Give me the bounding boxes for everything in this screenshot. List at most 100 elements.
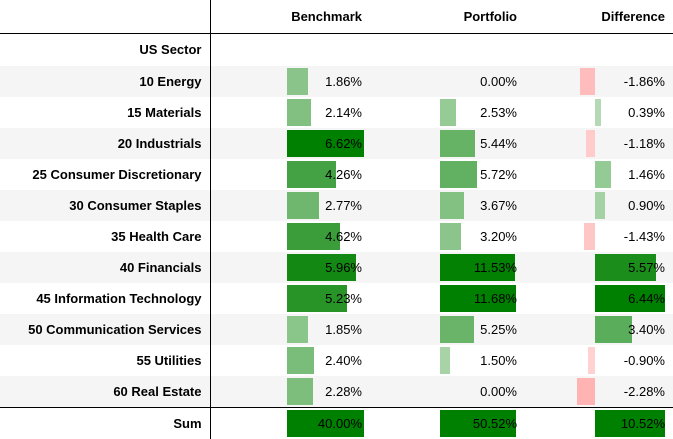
portfolio-cell: 3.20% bbox=[370, 221, 525, 252]
table-row: 20 Industrials 6.62% 5.44% -1.18% bbox=[0, 128, 673, 159]
benchmark-cell: 2.40% bbox=[210, 345, 370, 376]
table-row: 35 Health Care 4.62% 3.20% -1.43% bbox=[0, 221, 673, 252]
portfolio-cell: 5.44% bbox=[370, 128, 525, 159]
benchmark-cell: 5.23% bbox=[210, 283, 370, 314]
portfolio-value: 5.44% bbox=[480, 136, 517, 151]
sector-label: 15 Materials bbox=[0, 97, 211, 128]
sector-label: 10 Energy bbox=[0, 66, 211, 97]
benchmark-value: 40.00% bbox=[317, 415, 362, 431]
benchmark-cell: 2.14% bbox=[210, 97, 370, 128]
difference-value: 0.90% bbox=[628, 198, 665, 213]
difference-cell: 3.40% bbox=[525, 314, 673, 345]
table-row: 60 Real Estate 2.28% 0.00% -2.28% bbox=[0, 376, 673, 407]
positive-bar bbox=[595, 192, 605, 219]
header-portfolio: Portfolio bbox=[370, 0, 525, 34]
difference-value: -1.43% bbox=[623, 229, 665, 244]
positive-bar bbox=[440, 409, 516, 437]
positive-bar bbox=[286, 192, 319, 219]
portfolio-value: 11.68% bbox=[473, 291, 517, 306]
benchmark-value: 2.28% bbox=[325, 383, 362, 399]
difference-value: 0.39% bbox=[628, 105, 665, 120]
header-benchmark: Benchmark bbox=[210, 0, 370, 34]
benchmark-value: 2.40% bbox=[325, 353, 362, 368]
portfolio-value: 11.53% bbox=[473, 260, 517, 275]
sum-row: Sum 40.00% 50.52% 10.52% bbox=[0, 406, 673, 439]
difference-value: 1.46% bbox=[628, 167, 665, 182]
benchmark-cell: 2.28% bbox=[210, 376, 370, 407]
positive-bar bbox=[286, 378, 314, 405]
difference-cell: 0.39% bbox=[525, 97, 673, 128]
difference-value: 10.52% bbox=[620, 415, 665, 431]
positive-bar bbox=[440, 347, 450, 374]
negative-bar bbox=[583, 223, 595, 250]
portfolio-value: 5.72% bbox=[480, 167, 517, 182]
positive-bar bbox=[440, 130, 476, 157]
positive-bar bbox=[595, 99, 601, 126]
portfolio-cell: 0.00% bbox=[370, 66, 525, 97]
benchmark-cell: 2.77% bbox=[210, 190, 370, 221]
portfolio-cell: 2.53% bbox=[370, 97, 525, 128]
positive-bar bbox=[440, 285, 516, 312]
portfolio-cell: 50.52% bbox=[370, 406, 525, 439]
difference-value: -1.86% bbox=[623, 74, 665, 89]
table-row: 50 Communication Services 1.85% 5.25% 3.40% bbox=[0, 314, 673, 345]
portfolio-value: 0.00% bbox=[480, 74, 517, 89]
portfolio-cell: 5.72% bbox=[370, 159, 525, 190]
portfolio-value: 5.25% bbox=[480, 322, 517, 337]
benchmark-cell: 1.85% bbox=[210, 314, 370, 345]
negative-bar bbox=[580, 68, 595, 95]
positive-bar bbox=[440, 192, 464, 219]
sector-label: 25 Consumer Discretionary bbox=[0, 159, 211, 190]
sector-label: 55 Utilities bbox=[0, 345, 211, 376]
negative-bar bbox=[585, 130, 595, 157]
positive-bar bbox=[286, 68, 309, 95]
positive-bar bbox=[286, 161, 337, 188]
benchmark-cell: 40.00% bbox=[210, 406, 370, 439]
benchmark-value: 5.23% bbox=[325, 291, 362, 306]
positive-bar bbox=[286, 347, 315, 374]
table-row: 25 Consumer Discretionary 4.26% 5.72% 1.46% bbox=[0, 159, 673, 190]
table-row: 45 Information Technology 5.23% 11.68% 6.44… bbox=[0, 283, 673, 314]
positive-bar bbox=[286, 316, 309, 343]
portfolio-value: 1.50% bbox=[480, 353, 517, 368]
portfolio-cell: 1.50% bbox=[370, 345, 525, 376]
positive-bar bbox=[286, 130, 364, 157]
benchmark-value: 1.85% bbox=[325, 322, 362, 337]
benchmark-cell: 5.96% bbox=[210, 252, 370, 283]
benchmark-value: 1.86% bbox=[325, 74, 362, 89]
index-empty-cell bbox=[210, 33, 370, 66]
difference-cell: -1.18% bbox=[525, 128, 673, 159]
positive-bar bbox=[595, 161, 611, 188]
sector-label: 40 Financials bbox=[0, 252, 211, 283]
sector-label: 45 Information Technology bbox=[0, 283, 211, 314]
benchmark-cell: 6.62% bbox=[210, 128, 370, 159]
positive-bar bbox=[286, 99, 312, 126]
difference-cell: -0.90% bbox=[525, 345, 673, 376]
table-row: 30 Consumer Staples 2.77% 3.67% 0.90% bbox=[0, 190, 673, 221]
sector-label: 20 Industrials bbox=[0, 128, 211, 159]
benchmark-value: 4.62% bbox=[325, 229, 362, 244]
positive-bar bbox=[440, 316, 475, 343]
difference-value: -2.28% bbox=[623, 383, 665, 399]
difference-value: -1.18% bbox=[623, 136, 665, 151]
difference-cell: 5.57% bbox=[525, 252, 673, 283]
positive-bar bbox=[440, 254, 516, 281]
table-body: 10 Energy 1.86% 0.00% -1.86% 15 Materials 2.1… bbox=[0, 66, 673, 439]
portfolio-cell: 3.67% bbox=[370, 190, 525, 221]
benchmark-value: 2.14% bbox=[325, 105, 362, 120]
difference-cell: 1.46% bbox=[525, 159, 673, 190]
table-row: 40 Financials 5.96% 11.53% 5.57% bbox=[0, 252, 673, 283]
portfolio-value: 3.67% bbox=[480, 198, 517, 213]
difference-cell: -1.43% bbox=[525, 221, 673, 252]
portfolio-value: 3.20% bbox=[480, 229, 517, 244]
benchmark-cell: 4.62% bbox=[210, 221, 370, 252]
sector-label: 30 Consumer Staples bbox=[0, 190, 211, 221]
table-row: 55 Utilities 2.40% 1.50% -0.90% bbox=[0, 345, 673, 376]
portfolio-value: 50.52% bbox=[472, 415, 517, 431]
sector-label: 60 Real Estate bbox=[0, 376, 211, 407]
index-empty-cell bbox=[370, 33, 525, 66]
portfolio-cell: 11.53% bbox=[370, 252, 525, 283]
difference-cell: 10.52% bbox=[525, 406, 673, 439]
